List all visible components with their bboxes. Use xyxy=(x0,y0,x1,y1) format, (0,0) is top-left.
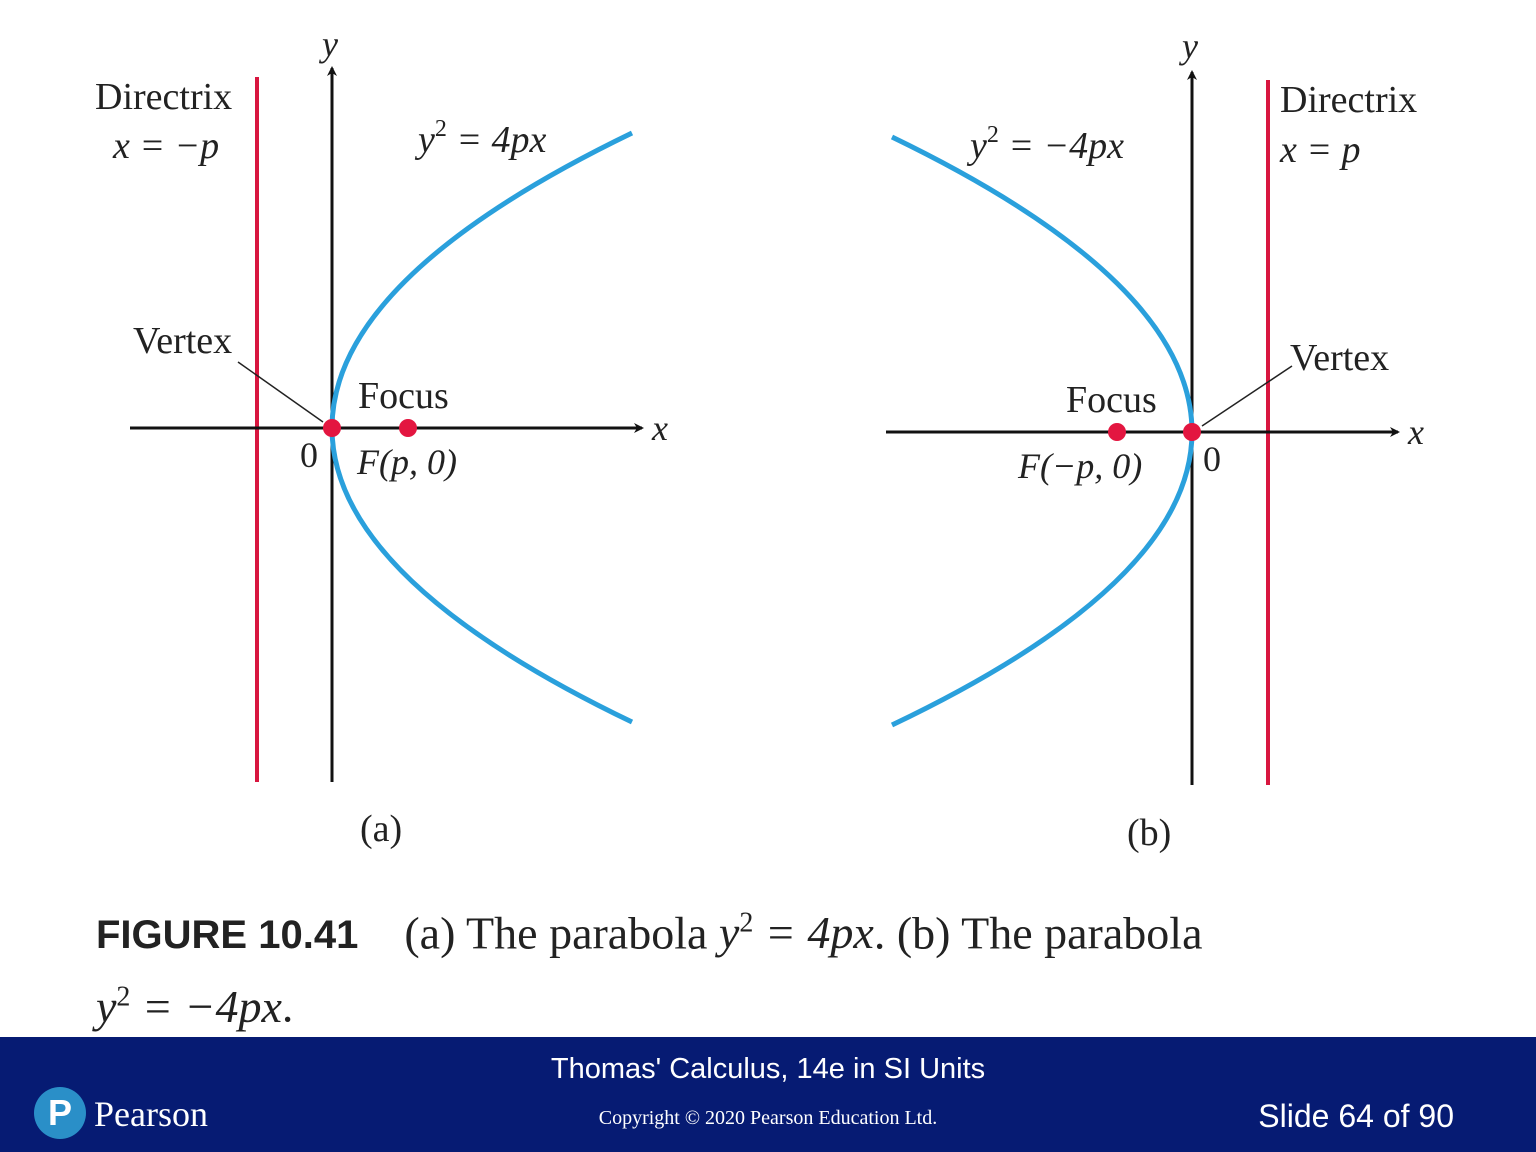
directrix-label-b: Directrix xyxy=(1280,79,1417,121)
caption-text-part3: . xyxy=(281,980,294,1032)
caption-equation-1: y2 = 4px xyxy=(718,907,874,959)
directrix-label-a: Directrix xyxy=(95,76,232,118)
focus-label-a: Focus xyxy=(358,375,449,417)
pearson-logo-text: Pearson xyxy=(94,1094,208,1134)
caption-equation-2: y2 = −4px xyxy=(96,980,282,1032)
panel-label-b: (b) xyxy=(1127,812,1171,854)
directrix-equation-b: x = p xyxy=(1279,129,1361,171)
slide-number: Slide 64 of 90 xyxy=(1258,1098,1454,1134)
parabola-equation-a: y2 = 4px xyxy=(414,116,547,161)
focus-point-b xyxy=(1108,423,1126,441)
focus-label-b: Focus xyxy=(1066,379,1157,421)
pearson-logo-icon: P xyxy=(34,1087,86,1139)
figure-number: FIGURE 10.41 xyxy=(96,913,359,958)
caption-text-part1: (a) The parabola xyxy=(404,907,719,959)
vertex-label-a: Vertex xyxy=(133,320,232,362)
directrix-equation-a: x = −p xyxy=(112,125,219,167)
parabola-equation-b: y2 = −4px xyxy=(966,122,1124,167)
caption-text-part2: . (b) The parabola xyxy=(873,907,1203,959)
x-axis-label-b: x xyxy=(1407,412,1424,452)
vertex-leader-line-b xyxy=(1201,365,1293,427)
focus-point-a xyxy=(399,419,417,437)
footer-bar: Thomas' Calculus, 14e in SI Units Copyri… xyxy=(0,1037,1536,1152)
figure-diagram: y x Directrix x = −p y2 = 4px Vertex 0 F… xyxy=(95,24,1424,854)
vertex-point-a xyxy=(323,419,341,437)
vertex-label-b: Vertex xyxy=(1290,337,1389,379)
y-axis-label-b: y xyxy=(1179,26,1198,66)
origin-label-a: 0 xyxy=(300,435,318,475)
panel-a: y x Directrix x = −p y2 = 4px Vertex 0 F… xyxy=(95,24,668,850)
copyright-notice: Copyright © 2020 Pearson Education Ltd. xyxy=(598,1107,938,1129)
book-title: Thomas' Calculus, 14e in SI Units xyxy=(550,1053,986,1085)
origin-label-b: 0 xyxy=(1203,439,1221,479)
x-axis-label-a: x xyxy=(651,408,668,448)
vertex-point-b xyxy=(1183,423,1201,441)
vertex-leader-line-a xyxy=(237,361,324,423)
focus-point-label-a: F(p, 0) xyxy=(356,442,457,482)
pearson-logo: P Pearson xyxy=(34,1087,294,1143)
panel-b: y x Directrix x = p y2 = −4px Vertex 0 F… xyxy=(886,26,1424,854)
figure-caption: FIGURE 10.41 (a) The parabola y2 = 4px. (… xyxy=(96,893,1456,1038)
panel-label-a: (a) xyxy=(360,808,402,850)
focus-point-label-b: F(−p, 0) xyxy=(1017,446,1142,486)
y-axis-label-a: y xyxy=(319,24,338,64)
